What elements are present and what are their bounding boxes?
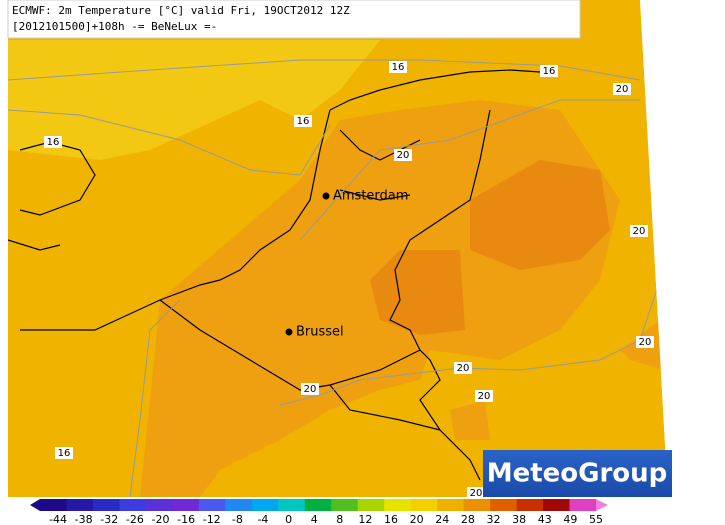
- colorbar-tick-label: 28: [461, 513, 475, 525]
- contour-label: 16: [47, 137, 60, 148]
- header-box: [7, 0, 581, 39]
- contour-label: 20: [304, 384, 317, 395]
- colorbar-segment: [278, 499, 306, 511]
- contour-label-box: [44, 136, 62, 148]
- colorbar-segment: [490, 499, 518, 511]
- colorbar-segment: [543, 499, 571, 511]
- colorbar-tick-label: -32: [100, 513, 118, 525]
- colorbar-tick-label: 8: [336, 513, 343, 525]
- city-dot: [322, 192, 330, 200]
- colorbar-tick-label: 4: [311, 513, 318, 525]
- contour-label-box: [394, 149, 412, 161]
- colorbar-segment: [251, 499, 279, 511]
- colorbar-segment: [40, 499, 67, 511]
- colorbar-tick-label: 43: [538, 513, 552, 525]
- contour-label-box: [389, 61, 407, 73]
- colorbar-segment: [66, 499, 94, 511]
- colorbar-tick-label: 55: [589, 513, 603, 525]
- colorbar-segment: [357, 499, 385, 511]
- contour-label-box: [636, 336, 654, 348]
- colorbar-tick-label: -12: [203, 513, 221, 525]
- contour-label-box: [55, 447, 73, 459]
- contour-label: 20: [633, 226, 646, 237]
- colorbar-tick-label: -4: [257, 513, 268, 525]
- contour-label: 16: [58, 448, 71, 459]
- colorbar-segment: [92, 499, 120, 511]
- colorbar-arrow: [30, 499, 40, 511]
- colorbar-segment: [516, 499, 544, 511]
- contour-label-box: [294, 115, 312, 127]
- map-mask: [640, 0, 725, 497]
- colorbar-segment: [172, 499, 200, 511]
- contour-label: 20: [639, 337, 652, 348]
- map-field: [8, 0, 668, 497]
- contour-label-box: [301, 383, 319, 395]
- contour-label-box: [540, 65, 558, 77]
- contour-label: 20: [470, 488, 483, 499]
- header-line: ECMWF: 2m Temperature [°C] valid Fri, 19…: [12, 4, 350, 17]
- logo: MeteoGroup: [487, 459, 668, 489]
- contour-label-box: [475, 390, 493, 402]
- colorbar-segment: [463, 499, 491, 511]
- colorbar-tick-label: 32: [487, 513, 501, 525]
- colorbar-tick-label: 16: [384, 513, 398, 525]
- colorbar-segment: [384, 499, 412, 511]
- colorbar-tick-label: 12: [358, 513, 372, 525]
- city-label: Amsterdam: [333, 189, 408, 204]
- colorbar-arrow: [596, 499, 608, 511]
- contour-label: 20: [397, 150, 410, 161]
- colorbar-tick-label: 24: [435, 513, 449, 525]
- colorbar-segment: [145, 499, 173, 511]
- colorbar-tick-label: 38: [512, 513, 526, 525]
- contour-label: 16: [297, 116, 310, 127]
- logo-box: [483, 450, 672, 497]
- colorbar-tick-label: -44: [49, 513, 67, 525]
- colorbar-segment: [119, 499, 147, 511]
- contour-label: 20: [478, 391, 491, 402]
- colorbar-tick-label: -20: [151, 513, 169, 525]
- contour-label-box: [613, 83, 631, 95]
- colorbar-tick-label: -38: [75, 513, 93, 525]
- colorbar-segment: [437, 499, 465, 511]
- contour-label-box: [454, 362, 472, 374]
- city-label: Brussel: [296, 325, 344, 340]
- colorbar-segment: [331, 499, 359, 511]
- colorbar-tick-label: -8: [232, 513, 243, 525]
- colorbar-segment: [569, 499, 597, 511]
- contour-label-box: [467, 487, 485, 499]
- colorbar-tick-label: -16: [177, 513, 195, 525]
- colorbar-tick-label: 20: [410, 513, 424, 525]
- contour-label: 20: [457, 363, 470, 374]
- colorbar-segment: [225, 499, 253, 511]
- contour-label: 16: [392, 62, 405, 73]
- contour-label: 20: [616, 84, 629, 95]
- contour-label: 16: [543, 66, 556, 77]
- isolines: [7, 59, 661, 498]
- contour-label-box: [630, 225, 648, 237]
- colorbar-segment: [198, 499, 226, 511]
- colorbar-segment: [410, 499, 438, 511]
- colorbar-tick-label: 0: [285, 513, 292, 525]
- header-line: [2012101500]+108h -= BeNeLux =-: [12, 20, 217, 33]
- colorbar-segment: [304, 499, 332, 511]
- colorbar-tick-label: 49: [563, 513, 577, 525]
- colorbar-tick-label: -26: [126, 513, 144, 525]
- city-dot: [285, 328, 293, 336]
